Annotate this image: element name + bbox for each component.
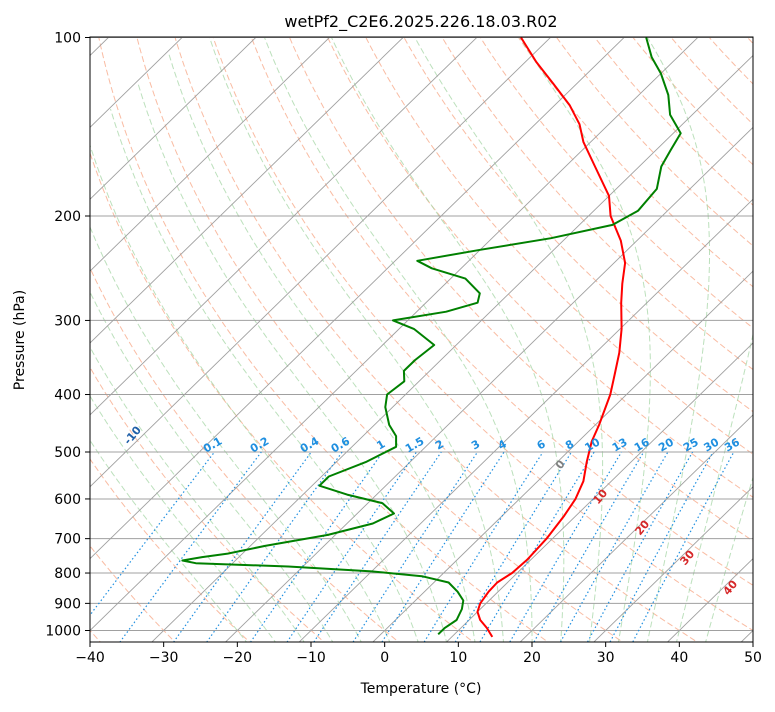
x-tick-label: −30 <box>149 650 179 666</box>
y-tick-label: 1000 <box>45 624 81 640</box>
y-axis-label: Pressure (hPa) <box>12 290 28 390</box>
mixing-ratio-label: 2 <box>433 437 446 452</box>
mixing-ratio-line <box>67 452 214 646</box>
y-tick-label: 900 <box>54 596 81 612</box>
mixing-ratio-line <box>117 452 261 646</box>
x-tick-label: −10 <box>296 650 326 666</box>
y-tick-label: 400 <box>54 388 81 404</box>
isotherm <box>738 24 775 645</box>
moist-adiabat <box>111 109 420 645</box>
isotherm <box>75 24 712 645</box>
isotherm <box>443 24 775 645</box>
y-tick-label: 800 <box>54 566 81 582</box>
dry-adiabat <box>513 29 775 646</box>
moist-adiabat-label: 30 <box>677 547 697 567</box>
moist-adiabat <box>64 155 363 645</box>
dry-adiabat-label: -10 <box>121 423 144 447</box>
x-tick-label: 30 <box>597 650 615 666</box>
moist-adiabat-label: 40 <box>720 577 740 597</box>
moist-adiabat <box>261 27 533 645</box>
mixing-ratio-line <box>171 452 311 646</box>
dry-adiabat <box>550 29 775 646</box>
x-tick-label: 10 <box>449 650 467 666</box>
dry-adiabat <box>135 29 628 646</box>
dry-adiabat <box>739 29 775 646</box>
moist-adiabat <box>87 135 391 645</box>
isotherm <box>0 24 269 645</box>
moist-adiabat-label: 10 <box>590 486 610 506</box>
dry-adiabat <box>21 29 403 646</box>
mixing-ratio-line <box>285 452 417 646</box>
isotherm <box>0 24 417 645</box>
dry-adiabat <box>437 29 775 646</box>
moist-adiabat <box>705 27 775 645</box>
x-tick-label: 40 <box>670 650 688 666</box>
mixing-ratio-line <box>312 452 442 646</box>
isotherm <box>1 24 638 645</box>
moist-adiabat <box>44 174 335 645</box>
mixing-ratio-label: 3 <box>469 437 482 452</box>
x-tick-label: −20 <box>223 650 253 666</box>
isotherm <box>517 24 775 645</box>
y-tick-label: 100 <box>54 31 81 47</box>
y-tick-label: 300 <box>54 313 81 329</box>
mixing-ratio-line <box>532 452 644 646</box>
mixing-ratio-line <box>248 452 383 646</box>
dry-adiabat <box>664 29 775 646</box>
isotherm <box>664 24 775 645</box>
isotherm <box>148 24 775 645</box>
mixing-ratio-label: 6 <box>535 437 548 452</box>
y-tick-label: 600 <box>54 492 81 508</box>
x-tick-label: 20 <box>523 650 541 666</box>
x-tick-label: 50 <box>744 650 762 666</box>
isotherm <box>369 24 775 645</box>
y-tick-label: 700 <box>54 532 81 548</box>
dry-adiabat <box>97 29 553 646</box>
x-axis-label: Temperature (°C) <box>360 681 482 697</box>
temperature-line <box>478 38 626 637</box>
y-tick-label: 500 <box>54 445 81 461</box>
dry-adiabat <box>702 29 775 646</box>
dry-adiabat <box>286 29 775 646</box>
mixing-ratio-line <box>586 452 693 646</box>
x-tick-label: −40 <box>75 650 105 666</box>
x-tick-label: 0 <box>380 650 389 666</box>
y-tick-label: 200 <box>54 209 81 225</box>
chart-title: wetPf2_C2E6.2025.226.18.03.R02 <box>284 12 557 32</box>
moist-adiabat <box>206 27 503 645</box>
dry-adiabat <box>248 29 775 646</box>
dry-adiabat <box>173 29 703 646</box>
mixing-ratio-line <box>559 452 668 646</box>
plot-frame <box>90 37 753 642</box>
dry-adiabat <box>59 29 478 646</box>
